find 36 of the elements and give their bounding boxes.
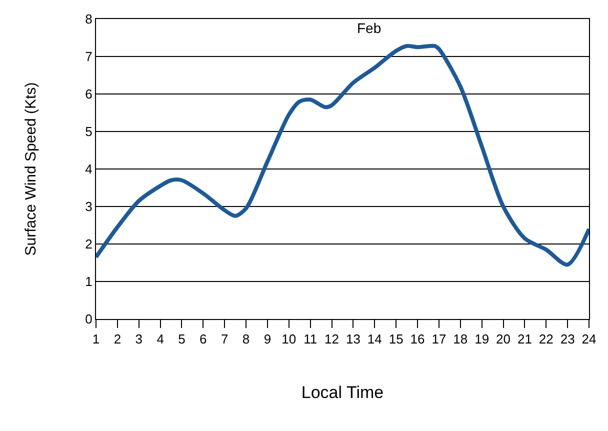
y-tick-label: 3 — [85, 199, 92, 214]
x-tick-label: 2 — [114, 332, 122, 347]
y-tick-label: 2 — [85, 236, 92, 252]
y-tick-label: 1 — [85, 274, 92, 290]
x-tick-label: 7 — [220, 332, 228, 347]
x-tick-label: 18 — [453, 332, 468, 347]
x-axis-title: Local Time — [301, 383, 384, 402]
y-tick-label: 5 — [85, 124, 92, 140]
y-axis-title: Surface Wind Speed (Kts) — [22, 82, 40, 256]
x-tick-label: 22 — [538, 332, 554, 347]
x-tick-label: 12 — [324, 332, 340, 347]
x-tick-label: 14 — [367, 332, 382, 347]
x-tick-label: 15 — [388, 332, 404, 347]
x-tick-label: 5 — [178, 332, 186, 347]
x-tick-label: 8 — [242, 332, 250, 347]
x-tick-label: 24 — [582, 332, 596, 347]
x-tick-label: 10 — [282, 332, 296, 347]
y-tick-label: 0 — [85, 312, 92, 327]
x-tick-label: 3 — [135, 332, 142, 347]
line-series — [96, 44, 589, 267]
x-tick-label: 20 — [496, 332, 510, 347]
x-tick-label: 23 — [560, 332, 575, 347]
x-tick-label: 21 — [517, 332, 532, 347]
x-tick-label: 9 — [264, 332, 272, 347]
x-tick-label: 19 — [474, 332, 490, 347]
x-tick-label: 11 — [304, 332, 318, 347]
y-tick-label: 8 — [85, 12, 92, 27]
y-tick-label: 7 — [85, 49, 92, 64]
y-tick-label: 6 — [85, 86, 92, 102]
x-tick-label: 17 — [432, 332, 446, 347]
y-tick-label: 4 — [85, 162, 92, 177]
x-tick-label: 4 — [156, 332, 164, 347]
x-tick-label: 6 — [200, 332, 207, 347]
x-tick-label: 13 — [346, 332, 360, 347]
chart-title: Feb — [357, 20, 382, 36]
x-tick-label: 16 — [410, 332, 425, 347]
